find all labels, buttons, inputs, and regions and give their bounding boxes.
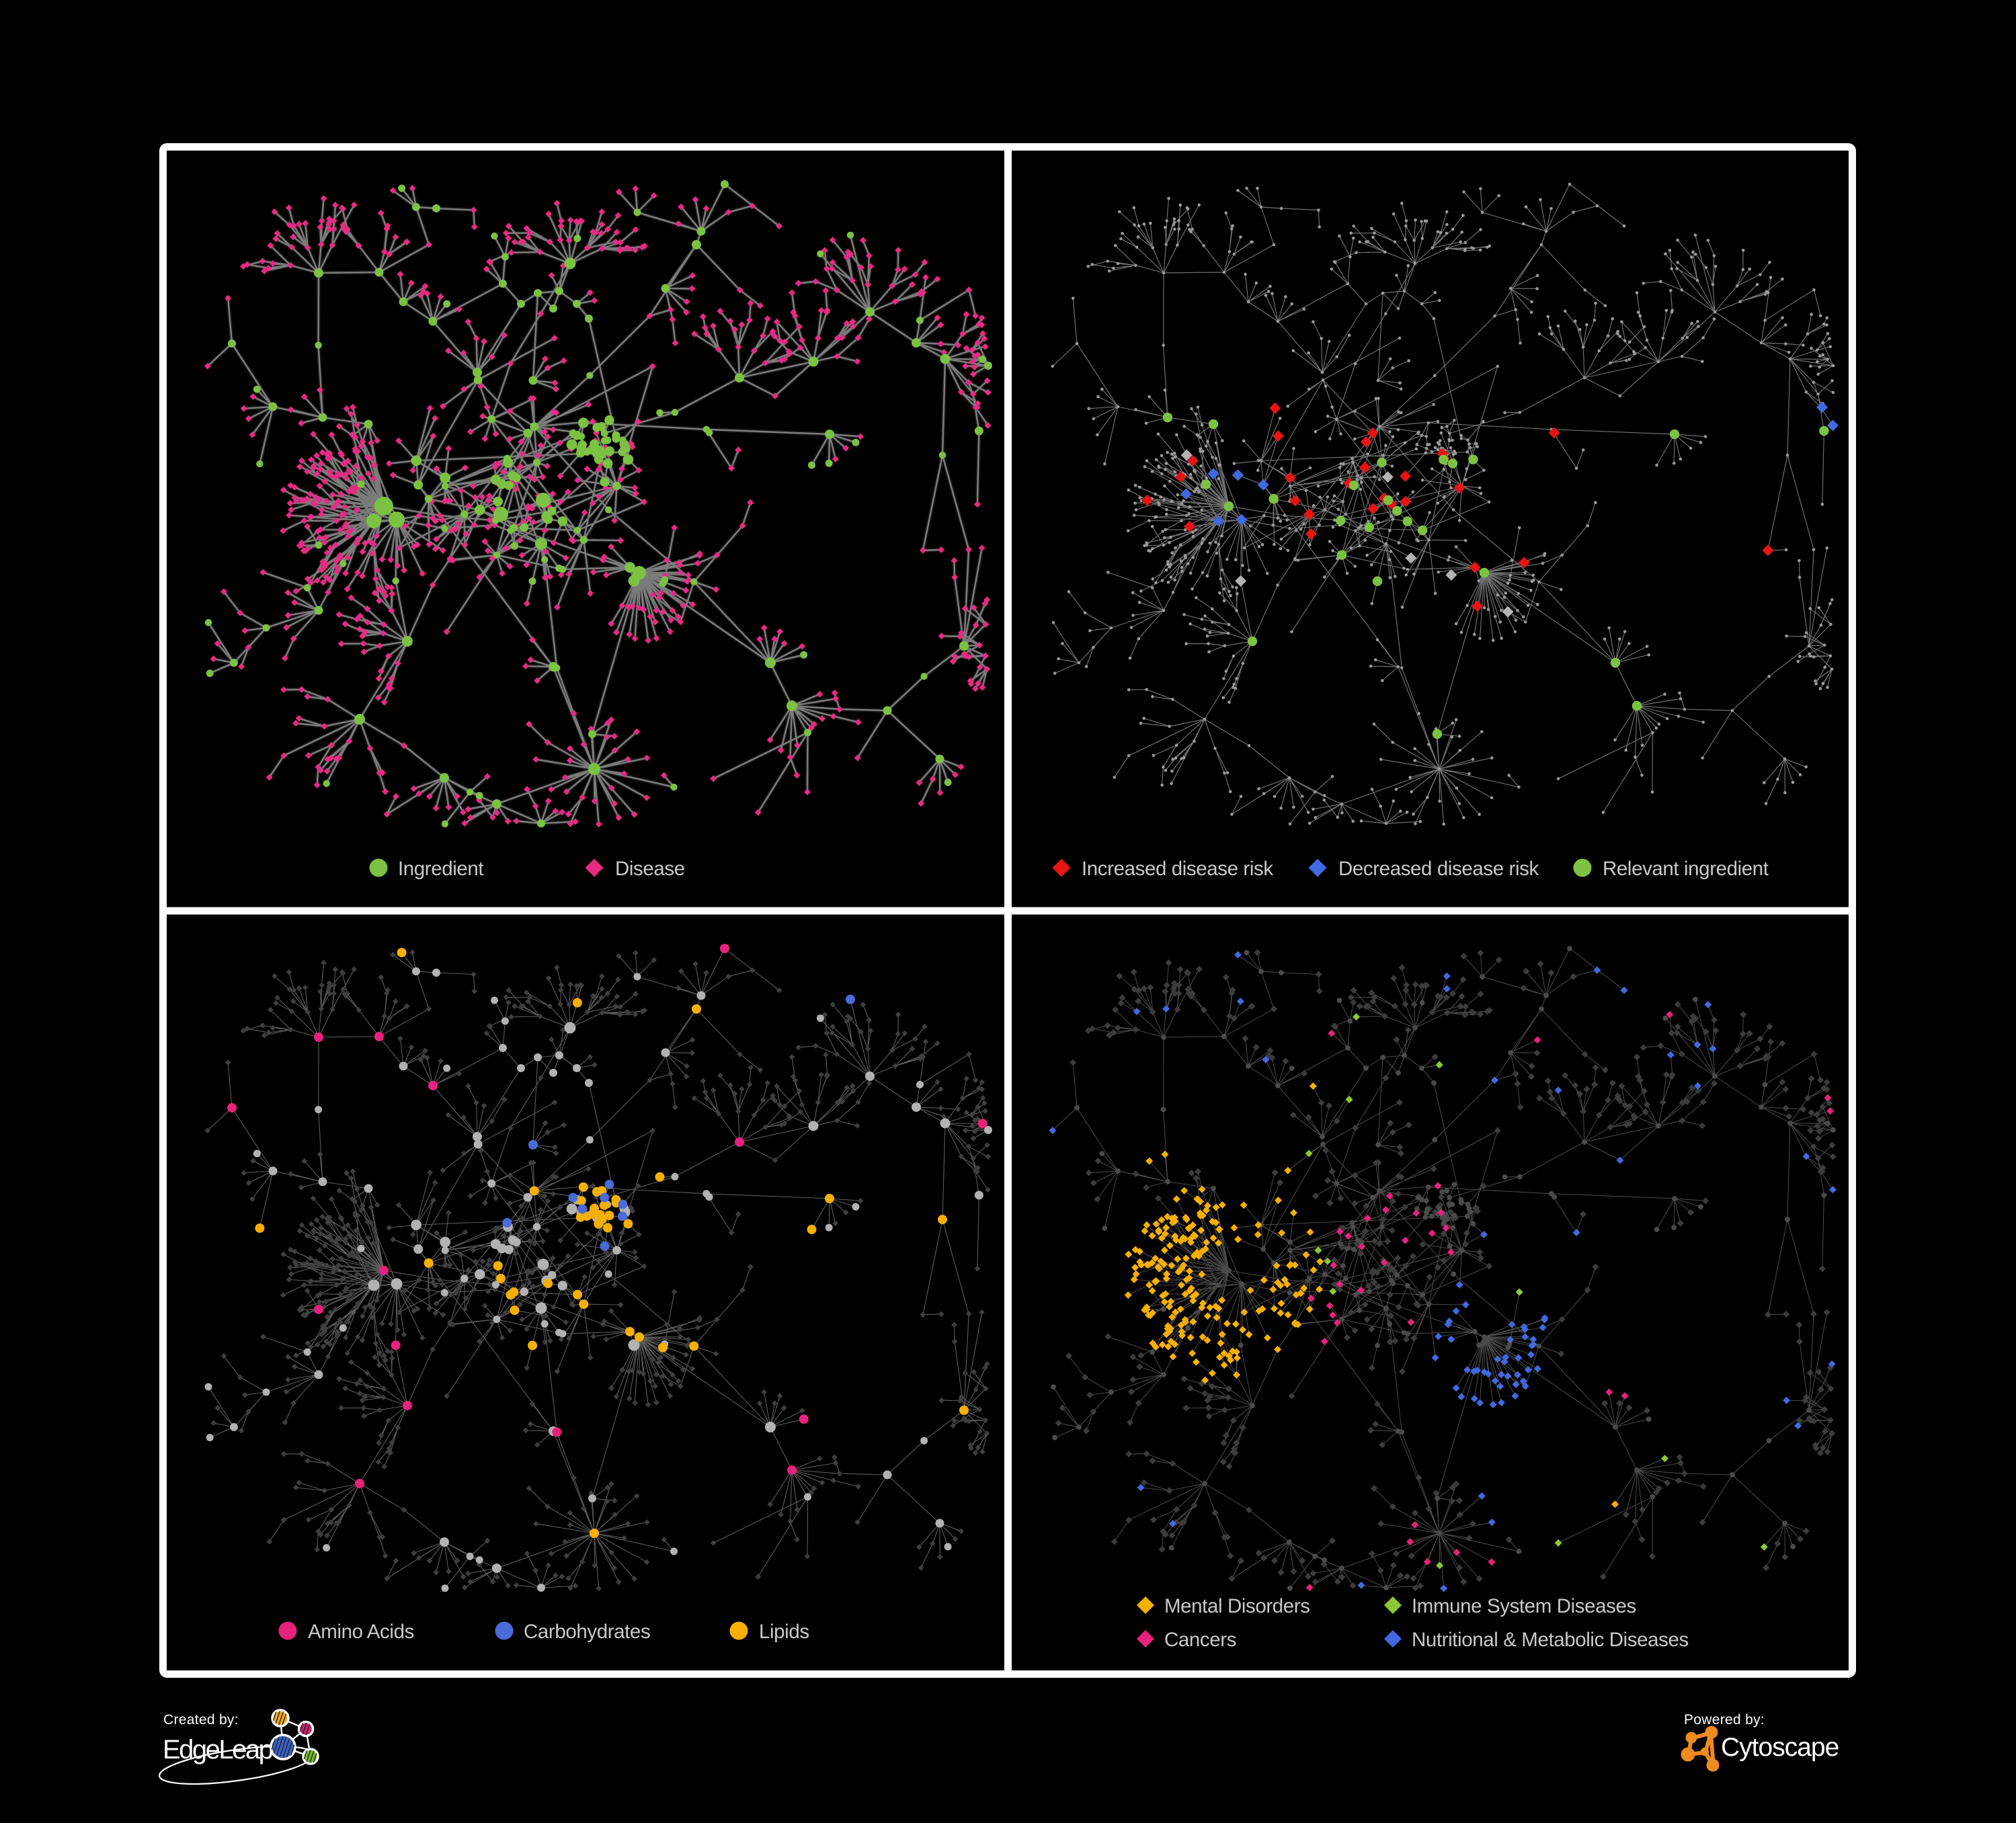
svg-text:Increased disease risk: Increased disease risk <box>1082 858 1273 880</box>
svg-text:Lipids: Lipids <box>759 1621 809 1643</box>
svg-text:Carbohydrates: Carbohydrates <box>524 1621 650 1643</box>
svg-text:Mental Disorders: Mental Disorders <box>1164 1595 1310 1617</box>
svg-text:Powered by:: Powered by: <box>1684 1712 1765 1728</box>
svg-text:Amino Acids: Amino Acids <box>308 1621 414 1643</box>
svg-text:EdgeLeap: EdgeLeap <box>163 1735 273 1765</box>
svg-text:Decreased disease risk: Decreased disease risk <box>1338 858 1539 880</box>
svg-text:Cytoscape: Cytoscape <box>1721 1733 1839 1762</box>
svg-text:Nutritional & Metabolic Diseas: Nutritional & Metabolic Diseases <box>1412 1629 1689 1651</box>
svg-text:Immune System Diseases: Immune System Diseases <box>1412 1595 1636 1617</box>
svg-text:Ingredient: Ingredient <box>398 858 483 880</box>
svg-text:Relevant ingredient: Relevant ingredient <box>1603 858 1769 880</box>
svg-text:Cancers: Cancers <box>1164 1629 1236 1651</box>
svg-text:Disease: Disease <box>615 858 685 880</box>
svg-text:Created by:: Created by: <box>163 1712 239 1728</box>
